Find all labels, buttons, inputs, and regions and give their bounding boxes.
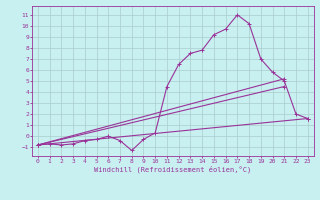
X-axis label: Windchill (Refroidissement éolien,°C): Windchill (Refroidissement éolien,°C) <box>94 165 252 173</box>
